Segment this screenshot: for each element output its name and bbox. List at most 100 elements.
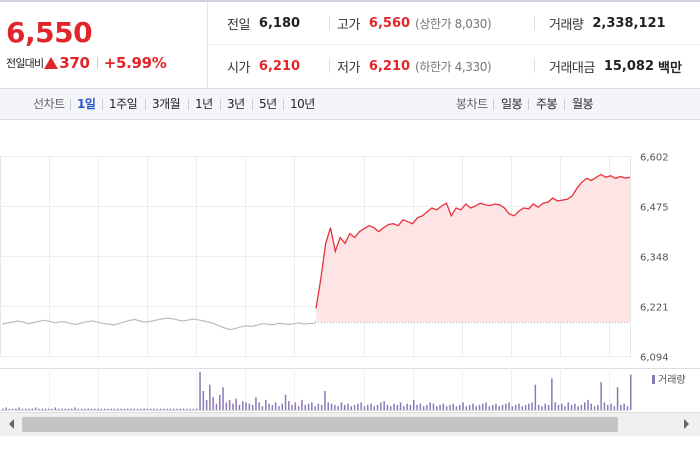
volume-bar: [94, 408, 96, 410]
divider: [329, 16, 330, 30]
volume-bar: [189, 408, 191, 410]
tab-1-day[interactable]: 1일: [77, 97, 96, 111]
volume-bar: [626, 406, 629, 410]
volume-bar: [498, 406, 500, 410]
volume-bar: [38, 408, 40, 410]
volume-bar: [587, 399, 589, 410]
volume-bar: [518, 403, 520, 410]
scroll-left-arrow-icon[interactable]: [9, 419, 14, 429]
volume-bar: [607, 404, 609, 410]
open-label: 시가: [227, 61, 250, 76]
previous-day-line: [1, 317, 316, 331]
tab-5-years[interactable]: 5년: [259, 97, 277, 111]
prev-close-value: 6,180: [258, 16, 301, 31]
volume-bar: [133, 408, 135, 410]
volume-bar: [21, 408, 24, 410]
volume-bar: [103, 408, 106, 410]
volume-bar: [445, 406, 448, 410]
volume-bar: [54, 407, 57, 410]
divider: [528, 99, 529, 110]
volume-bar: [432, 403, 435, 410]
prev-close-label: 전일: [227, 18, 250, 33]
prev-close-cell: 전일 6,180: [227, 2, 300, 45]
volume-bar: [455, 406, 458, 410]
trade-value-cell: 거래대금 15,082 백만: [549, 45, 682, 88]
volume-bar: [212, 397, 214, 410]
volume-bar: [110, 408, 112, 410]
tab-monthly-candle[interactable]: 월봉: [572, 97, 594, 111]
volume-bar: [413, 399, 415, 410]
tab-3-months[interactable]: 3개월: [152, 97, 181, 111]
volume-bar: [452, 403, 454, 410]
volume-bar: [353, 404, 356, 410]
divider: [145, 99, 146, 110]
volume-bar: [426, 404, 428, 410]
volume-bar: [314, 406, 316, 410]
volume-bar: [478, 404, 481, 410]
volume-bar: [288, 401, 290, 410]
y-tick-label: 6,475: [640, 203, 669, 214]
volume-bar: [577, 406, 579, 410]
volume-bar: [597, 404, 599, 410]
volume-bar: [406, 403, 408, 410]
volume-bar: [501, 404, 504, 410]
volume-bar: [228, 399, 231, 410]
volume-bar: [616, 387, 619, 410]
volume-bar: [557, 404, 560, 410]
volume-bar: [245, 402, 247, 410]
volume-bar: [340, 402, 343, 410]
intraday-price-chart: 6,602 6,475 6,348 6,221 6,094 거래량: [0, 153, 700, 411]
divider: [534, 59, 535, 73]
upper-limit: (상한가 8,030): [415, 17, 492, 31]
volume-bar: [219, 394, 221, 410]
volume-bar: [547, 404, 550, 410]
volume-bar: [281, 403, 283, 410]
candle-chart-title: 봉차트: [456, 97, 488, 111]
volume-bar: [347, 403, 349, 410]
volume-bar: [117, 408, 119, 410]
volume-bar: [297, 406, 300, 410]
volume-bar: [84, 408, 86, 410]
tab-weekly-candle[interactable]: 주봉: [536, 97, 558, 111]
volume-bar: [334, 404, 336, 410]
volume-bar: [574, 403, 576, 410]
volume-bar: [41, 408, 43, 410]
volume-bar: [265, 399, 267, 410]
volume-bar: [373, 406, 375, 410]
stats-row-1: 전일 6,180 고가 6,560 (상한가 8,030) 거래량 2,338,…: [209, 2, 700, 45]
low-label: 저가: [337, 61, 360, 76]
volume-bar: [511, 406, 514, 410]
volume-bar: [386, 404, 389, 410]
volume-bar: [482, 403, 484, 410]
scroll-right-arrow-icon[interactable]: [684, 419, 689, 429]
open-cell: 시가 6,210: [227, 45, 300, 88]
tab-3-years[interactable]: 3년: [227, 97, 245, 111]
divider: [102, 99, 103, 110]
volume-bar: [551, 378, 553, 410]
divider: [493, 99, 494, 110]
volume-bar: [235, 398, 237, 410]
volume-bar: [291, 404, 293, 410]
trade-value-label: 거래대금: [549, 61, 595, 76]
volume-bar: [472, 403, 474, 410]
chart-period-tabs: 선차트 1일 1주일 3개월 1년 3년 5년 10년 봉차트 일봉 주봉 월봉: [0, 88, 700, 120]
volume-bar: [74, 407, 76, 410]
tab-10-years[interactable]: 10년: [290, 97, 315, 111]
volume-bar: [169, 408, 172, 410]
tab-1-week[interactable]: 1주일: [109, 97, 138, 111]
volume-bar: [541, 406, 543, 410]
volume-bar: [459, 404, 461, 410]
chart-scrollbar[interactable]: [0, 412, 700, 436]
high-label: 고가: [337, 18, 360, 33]
scroll-thumb[interactable]: [22, 417, 618, 432]
volume-bar: [100, 408, 103, 410]
divider: [70, 99, 71, 110]
tab-1-year[interactable]: 1년: [195, 97, 213, 111]
volume-bar: [261, 406, 264, 410]
tab-daily-candle[interactable]: 일봉: [501, 97, 523, 111]
volume-bar: [2, 408, 4, 410]
y-tick-label: 6,602: [640, 153, 669, 164]
volume-bar: [123, 408, 126, 410]
volume-bar: [327, 402, 329, 410]
volume-bar: [25, 408, 27, 410]
